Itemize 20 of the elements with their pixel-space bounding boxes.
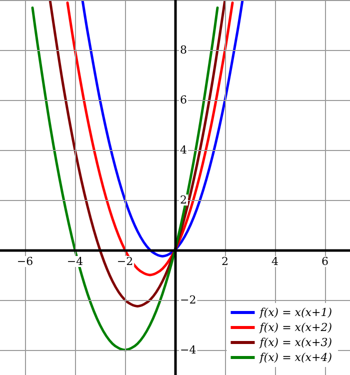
x-tick-label: −6 — [16, 255, 34, 268]
y-tick-label: 6 — [180, 94, 187, 106]
line-series — [66, 2, 234, 276]
line-series — [48, 0, 226, 308]
legend-label: f(x) = x(x+1) — [258, 306, 332, 319]
y-tick-label: 4 — [180, 144, 187, 156]
legend-label: f(x) = x(x+4) — [258, 351, 332, 364]
line-series — [81, 0, 244, 258]
legend-label: f(x) = x(x+2) — [258, 321, 332, 334]
x-tick-label: −4 — [66, 255, 84, 268]
line-series — [31, 6, 219, 352]
x-tick-label: 2 — [222, 255, 228, 268]
x-tick-label: 4 — [272, 255, 278, 268]
y-tick-label: −2 — [180, 294, 196, 306]
x-tick-label: −2 — [116, 255, 134, 268]
y-tick-label: 2 — [180, 194, 187, 206]
y-tick-label: −4 — [180, 344, 196, 356]
legend-label: f(x) = x(x+3) — [258, 336, 332, 349]
x-tick-label: 6 — [322, 255, 328, 268]
y-tick-label: 8 — [180, 44, 187, 56]
